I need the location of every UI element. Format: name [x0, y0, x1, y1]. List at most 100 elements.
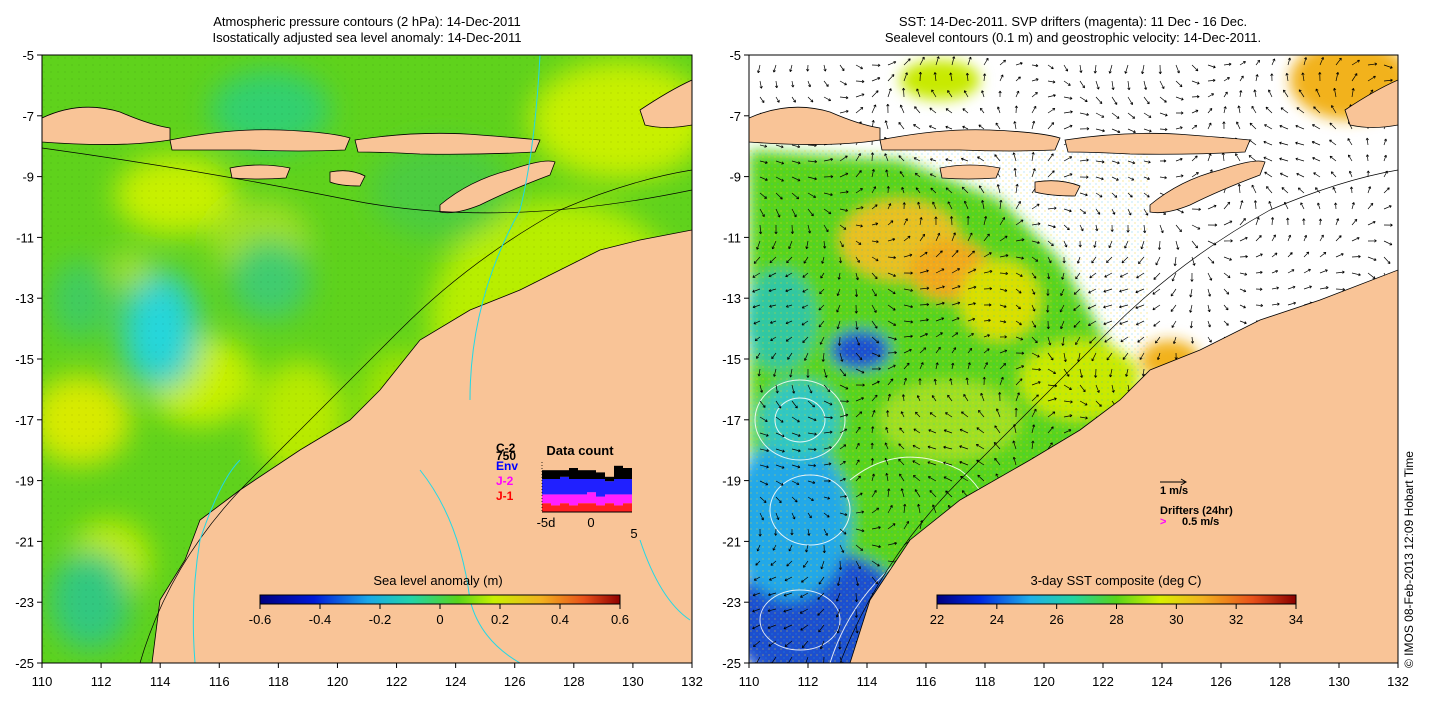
velocity-arrow — [967, 56, 972, 66]
velocity-arrow — [999, 288, 1008, 292]
velocity-arrow — [983, 57, 989, 66]
velocity-arrow — [752, 304, 761, 309]
velocity-arrow — [819, 640, 825, 650]
data-count-bar-blue — [605, 481, 614, 495]
velocity-arrow — [1223, 320, 1229, 326]
velocity-arrow — [839, 109, 849, 114]
right-x-tick-label: 122 — [1092, 674, 1114, 689]
velocity-arrow — [1175, 96, 1184, 101]
velocity-arrow — [1329, 139, 1337, 146]
velocity-arrow — [1159, 127, 1168, 132]
velocity-arrow — [1263, 156, 1273, 162]
velocity-arrow — [806, 64, 810, 72]
velocity-arrow — [945, 158, 953, 162]
velocity-arrow — [800, 592, 809, 598]
velocity-arrow — [1175, 174, 1184, 178]
data-count-bars — [542, 465, 632, 512]
velocity-arrow — [919, 347, 927, 354]
velocity-arrow — [1089, 272, 1097, 279]
velocity-arrow — [1189, 288, 1193, 298]
velocity-arrow — [855, 383, 865, 387]
velocity-arrow — [1127, 96, 1133, 105]
velocity-arrow — [1159, 159, 1167, 163]
velocity-arrow — [855, 256, 860, 263]
velocity-arrow — [1251, 184, 1257, 194]
velocity-arrow — [935, 346, 941, 354]
velocity-arrow — [807, 480, 816, 485]
velocity-arrow — [1287, 301, 1297, 306]
velocity-arrow — [769, 304, 777, 308]
velocity-arrow — [999, 199, 1003, 210]
velocity-arrow — [823, 446, 832, 450]
velocity-arrow — [1127, 80, 1131, 91]
right-y-tick-label: -17 — [722, 413, 741, 428]
right-x-tick-label: 112 — [798, 674, 819, 689]
velocity-arrow — [807, 208, 814, 217]
velocity-arrow — [914, 106, 921, 114]
velocity-arrow — [823, 496, 831, 500]
velocity-arrow — [975, 444, 985, 450]
velocity-arrow — [1076, 256, 1081, 264]
velocity-arrow — [1191, 109, 1199, 114]
velocity-arrow — [1127, 128, 1136, 134]
velocity-arrow — [785, 304, 793, 308]
velocity-arrow — [1318, 218, 1322, 226]
velocity-arrow — [1175, 240, 1180, 250]
velocity-arrow — [772, 544, 777, 551]
velocity-arrow — [1143, 80, 1148, 90]
data-count-bar-magenta — [605, 494, 614, 504]
velocity-arrow — [871, 352, 881, 358]
velocity-arrow — [1239, 255, 1248, 259]
data-count-bar-magenta — [596, 496, 605, 506]
velocity-arrow — [1303, 234, 1308, 242]
velocity-arrow — [927, 461, 937, 466]
velocity-arrow — [1012, 152, 1017, 162]
velocity-arrow — [1267, 89, 1273, 98]
velocity-arrow — [838, 256, 843, 264]
data-count-title: Data count — [546, 443, 614, 458]
velocity-arrow — [1046, 304, 1050, 313]
velocity-arrow — [967, 232, 973, 242]
data-count-bar-black — [569, 468, 578, 479]
right-x-tick-label: 128 — [1269, 674, 1291, 689]
velocity-arrow — [755, 560, 761, 566]
velocity-arrow — [1159, 176, 1167, 180]
velocity-arrow — [1127, 160, 1136, 165]
velocity-arrow — [1109, 368, 1113, 378]
data-count-bar-magenta — [623, 494, 632, 504]
velocity-arrow — [1383, 64, 1393, 69]
velocity-arrow — [791, 176, 801, 182]
velocity-arrow — [855, 206, 864, 210]
velocity-arrow — [1239, 236, 1248, 242]
velocity-arrow — [775, 400, 782, 409]
velocity-arrow — [821, 352, 825, 362]
velocity-arrow — [1013, 121, 1017, 130]
velocity-arrow — [903, 271, 913, 275]
velocity-arrow — [785, 272, 793, 278]
velocity-arrow — [1063, 156, 1073, 162]
velocity-arrow — [951, 285, 961, 290]
velocity-arrow — [887, 336, 897, 341]
velocity-arrow — [788, 544, 793, 552]
velocity-arrow — [935, 232, 941, 242]
velocity-arrow — [1031, 288, 1036, 295]
velocity-arrow — [835, 608, 841, 618]
velocity-arrow — [1093, 240, 1097, 248]
velocity-arrow — [1312, 124, 1321, 130]
velocity-arrow — [805, 240, 809, 250]
velocity-arrow — [871, 409, 876, 418]
velocity-arrow — [823, 64, 827, 72]
land-masses-right — [749, 79, 1398, 663]
velocity-arrow — [839, 428, 848, 434]
left-x-tick-label: 122 — [386, 674, 408, 689]
velocity-arrow — [839, 368, 847, 377]
data-count-bar-red — [587, 503, 596, 512]
velocity-arrow — [919, 318, 929, 322]
velocity-arrow — [789, 368, 793, 378]
velocity-arrow — [1190, 272, 1194, 282]
velocity-arrow — [1079, 224, 1084, 232]
velocity-arrow — [1141, 64, 1145, 75]
velocity-arrow — [1191, 95, 1200, 99]
velocity-arrow — [839, 528, 847, 535]
velocity-arrow — [1223, 220, 1233, 226]
